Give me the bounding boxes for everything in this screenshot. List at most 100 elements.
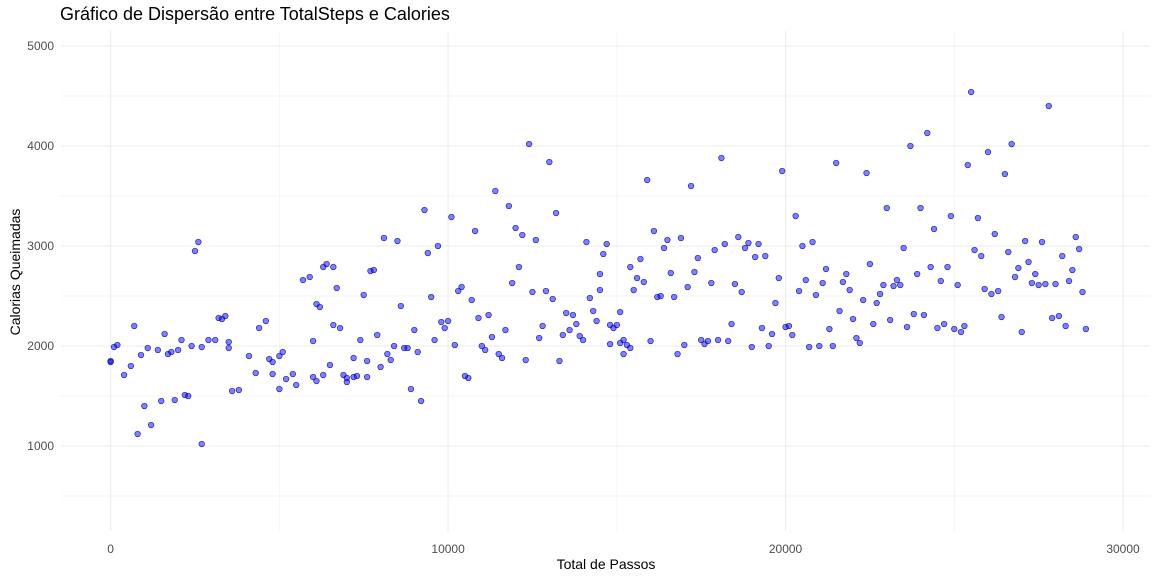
- data-point: [1011, 273, 1019, 281]
- data-point: [1028, 279, 1036, 287]
- data-point: [235, 386, 243, 394]
- data-point: [441, 324, 448, 332]
- data-point: [363, 357, 371, 365]
- data-point: [1042, 280, 1049, 288]
- data-point: [849, 315, 857, 323]
- data-point: [633, 274, 641, 282]
- data-point: [482, 346, 489, 354]
- data-point: [644, 176, 651, 184]
- data-point: [222, 312, 229, 320]
- data-point: [829, 342, 836, 350]
- data-point: [468, 296, 475, 304]
- data-point: [596, 286, 604, 294]
- data-point: [792, 212, 799, 220]
- data-point: [404, 344, 411, 352]
- data-points: [107, 88, 1090, 448]
- data-point: [320, 371, 327, 379]
- data-point: [586, 294, 593, 302]
- data-point: [826, 325, 833, 333]
- data-point: [984, 148, 992, 156]
- data-point: [681, 341, 688, 349]
- data-point: [863, 169, 870, 177]
- data-point: [927, 263, 934, 271]
- data-point: [505, 202, 512, 210]
- data-point: [141, 402, 148, 410]
- data-point: [917, 204, 924, 212]
- data-point: [596, 270, 604, 278]
- data-point: [1008, 140, 1015, 148]
- data-point: [394, 237, 401, 245]
- data-point: [795, 287, 803, 295]
- data-point: [438, 318, 445, 326]
- data-point: [174, 346, 182, 354]
- tick-labels: 0 10000 20000 30000 1000 2000 3000 4000 5000: [27, 39, 1140, 556]
- data-point: [836, 307, 843, 315]
- data-point: [883, 204, 890, 212]
- data-point: [593, 317, 600, 325]
- data-point: [519, 231, 526, 239]
- data-point: [839, 278, 847, 286]
- data-point: [880, 281, 887, 289]
- data-point: [114, 341, 121, 349]
- data-point: [1072, 233, 1079, 241]
- data-point: [451, 341, 458, 349]
- data-point: [471, 227, 479, 235]
- y-tick-label: 4000: [27, 139, 54, 153]
- data-point: [252, 369, 259, 377]
- data-point: [228, 387, 236, 395]
- data-point: [887, 316, 894, 324]
- data-point: [1025, 258, 1032, 266]
- data-point: [178, 336, 185, 344]
- data-point: [704, 337, 712, 345]
- data-point: [559, 331, 566, 339]
- x-tick-label: 30000: [1106, 542, 1140, 556]
- data-point: [306, 273, 313, 281]
- data-point: [195, 238, 202, 246]
- data-point: [458, 283, 465, 291]
- data-point: [866, 260, 874, 268]
- data-point: [276, 385, 283, 393]
- data-point: [775, 274, 782, 282]
- data-point: [370, 266, 377, 274]
- data-point: [772, 299, 779, 307]
- data-point: [684, 283, 691, 291]
- data-point: [363, 373, 371, 381]
- data-point: [664, 236, 671, 244]
- data-point: [809, 238, 816, 246]
- data-point: [802, 276, 809, 284]
- data-point: [546, 158, 553, 166]
- data-point: [299, 276, 307, 284]
- data-point: [485, 311, 492, 319]
- data-point: [674, 350, 681, 358]
- data-point: [1045, 102, 1052, 110]
- data-point: [313, 377, 320, 385]
- data-point: [569, 311, 577, 319]
- data-point: [694, 254, 701, 262]
- data-point: [603, 240, 610, 248]
- data-point: [509, 279, 516, 287]
- y-tick-label: 5000: [27, 39, 54, 53]
- data-point: [360, 291, 367, 299]
- data-point: [731, 280, 739, 288]
- data-point: [343, 378, 350, 386]
- data-point: [120, 371, 128, 379]
- data-point: [1052, 280, 1059, 288]
- data-point: [326, 361, 334, 369]
- data-point: [225, 344, 232, 352]
- data-point: [522, 356, 529, 364]
- data-point: [255, 324, 263, 332]
- data-point: [428, 293, 435, 301]
- data-point: [137, 351, 145, 359]
- data-point: [687, 182, 695, 190]
- data-point: [914, 270, 921, 278]
- data-point: [870, 320, 877, 328]
- data-point: [1015, 264, 1022, 272]
- data-point: [424, 249, 431, 257]
- data-point: [127, 362, 135, 370]
- data-point: [1079, 288, 1086, 296]
- data-point: [191, 247, 199, 255]
- chart-title: Gráfico de Dispersão entre TotalSteps e …: [60, 4, 450, 24]
- data-point: [316, 303, 323, 311]
- data-point: [660, 244, 668, 252]
- data-point: [417, 397, 425, 405]
